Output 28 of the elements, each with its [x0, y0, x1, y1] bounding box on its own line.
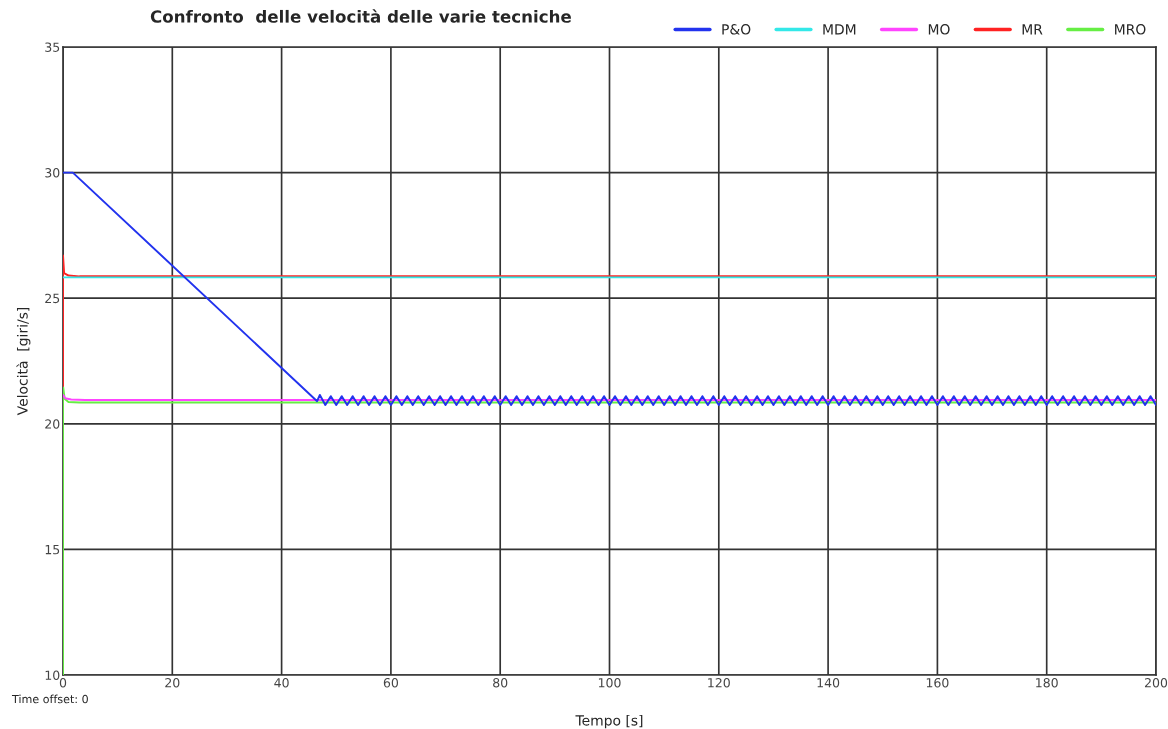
y-tick-label: 10	[45, 670, 60, 680]
x-tick-label: 20	[165, 678, 180, 688]
x-tick-label: 160	[926, 678, 949, 688]
line-series	[63, 171, 1156, 406]
y-tick-label: 25	[45, 293, 60, 304]
x-tick-label: 60	[383, 678, 399, 688]
y-tick-label: 35	[45, 42, 60, 52]
legend-label: MO	[928, 24, 950, 35]
legend-label: MR	[1022, 24, 1043, 35]
chart-title: Confronto delle velocità delle varie tecniche	[150, 9, 571, 23]
legend-label: P&O	[722, 24, 751, 35]
legend-label: MDM	[823, 24, 856, 35]
x-tick-label: 120	[708, 678, 730, 688]
y-axis-title: Velocità [giri/s]	[16, 307, 31, 416]
line-series	[63, 254, 1156, 388]
x-tick-label: 200	[1144, 678, 1168, 688]
x-tick-label: 80	[493, 678, 508, 688]
x-tick-label: 100	[598, 678, 621, 688]
x-tick-label: 180	[1036, 678, 1058, 688]
y-tick-label: 30	[45, 168, 60, 178]
x-tick-label: 40	[274, 678, 289, 688]
y-tick-label: 20	[45, 419, 60, 429]
x-tick-label: 140	[817, 678, 840, 688]
text: Time offset: 0	[11, 694, 88, 704]
x-tick-label: 0	[59, 678, 67, 688]
legend-label: MRO	[1115, 24, 1146, 35]
x-axis-title: Tempo [s]	[575, 714, 643, 729]
y-tick-label: 15	[45, 545, 60, 555]
